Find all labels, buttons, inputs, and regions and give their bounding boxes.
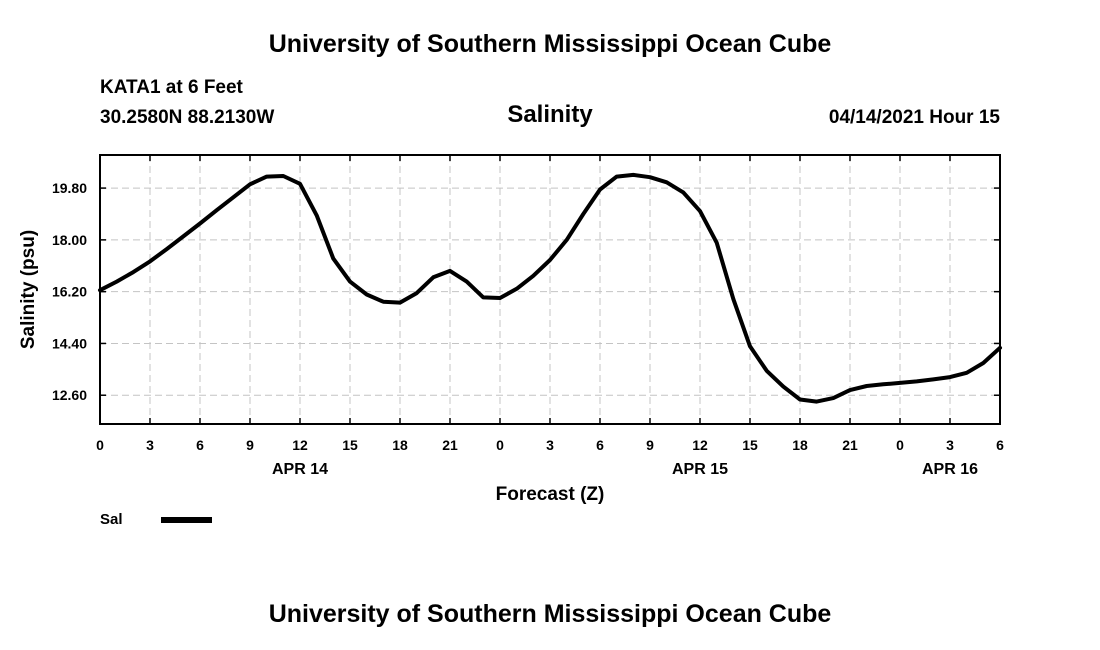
- x-tick-label: 0: [96, 437, 104, 453]
- x-tick-label: 9: [246, 437, 254, 453]
- chart-title: Salinity: [507, 101, 593, 128]
- x-tick-label: 6: [196, 437, 204, 453]
- legend-swatch: [161, 517, 212, 523]
- x-tick-label: 15: [742, 437, 758, 453]
- x-tick-label: 18: [792, 437, 808, 453]
- salinity-series-line: [98, 172, 1002, 404]
- axis-labels: 0 3 6 9 12 15 18 21 0 3 6 9 12 15 18 21 0 3 6 12.60 14.40 16.…: [18, 180, 1004, 505]
- legend-label: Sal: [100, 511, 123, 528]
- grid: [100, 155, 1000, 424]
- x-tick-label: 21: [842, 437, 858, 453]
- header-title: University of Southern Mississippi Ocean…: [268, 30, 832, 58]
- x-tick-label: 21: [442, 437, 458, 453]
- x-tick-label: 12: [692, 437, 708, 453]
- y-tick-label: 12.60: [52, 387, 87, 403]
- station-name: KATA1 at 6 Feet: [100, 77, 243, 98]
- x-tick-label: 3: [146, 437, 154, 453]
- x-tick-label: 3: [546, 437, 554, 453]
- date-label: APR 15: [672, 461, 728, 478]
- x-axis-label: Forecast (Z): [496, 484, 605, 505]
- date-label: APR 16: [922, 461, 978, 478]
- x-tick-label: 6: [596, 437, 604, 453]
- axis-ticks: [99, 155, 1001, 424]
- footer-title: University of Southern Mississippi Ocean…: [268, 600, 832, 628]
- x-tick-label: 15: [342, 437, 358, 453]
- y-tick-label: 18.00: [52, 232, 87, 248]
- y-axis-label: Salinity (psu): [18, 230, 39, 349]
- y-tick-label: 19.80: [52, 180, 87, 196]
- station-coordinates: 30.2580N 88.2130W: [100, 107, 275, 128]
- series-layer: [98, 172, 1002, 404]
- x-tick-label: 6: [996, 437, 1004, 453]
- x-tick-label: 9: [646, 437, 654, 453]
- date-label: APR 14: [272, 461, 328, 478]
- x-tick-label: 12: [292, 437, 308, 453]
- run-time: 04/14/2021 Hour 15: [828, 107, 1000, 128]
- x-tick-label: 0: [496, 437, 504, 453]
- y-tick-label: 16.20: [52, 284, 87, 300]
- x-tick-label: 3: [946, 437, 954, 453]
- x-tick-label: 0: [896, 437, 904, 453]
- y-tick-label: 14.40: [52, 335, 87, 351]
- x-tick-label: 18: [392, 437, 408, 453]
